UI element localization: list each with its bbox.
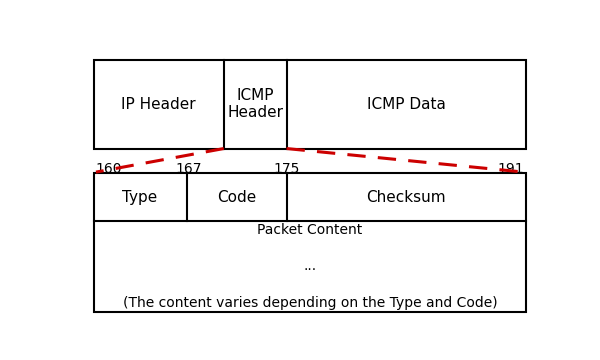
Text: ICMP Data: ICMP Data (367, 97, 446, 112)
Text: Code: Code (217, 190, 256, 204)
Text: Checksum: Checksum (367, 190, 446, 204)
Text: IP Header: IP Header (121, 97, 196, 112)
Text: 175: 175 (274, 162, 300, 176)
Text: 191: 191 (497, 162, 524, 176)
Text: Packet Content

...

(The content varies depending on the Type and Code): Packet Content ... (The content varies d… (122, 222, 497, 310)
Text: 167: 167 (176, 162, 202, 176)
Text: 160: 160 (96, 162, 122, 176)
Text: ICMP
Header: ICMP Header (227, 88, 283, 120)
Text: Type: Type (122, 190, 158, 204)
Bar (94, 174, 526, 312)
Bar (94, 60, 526, 149)
